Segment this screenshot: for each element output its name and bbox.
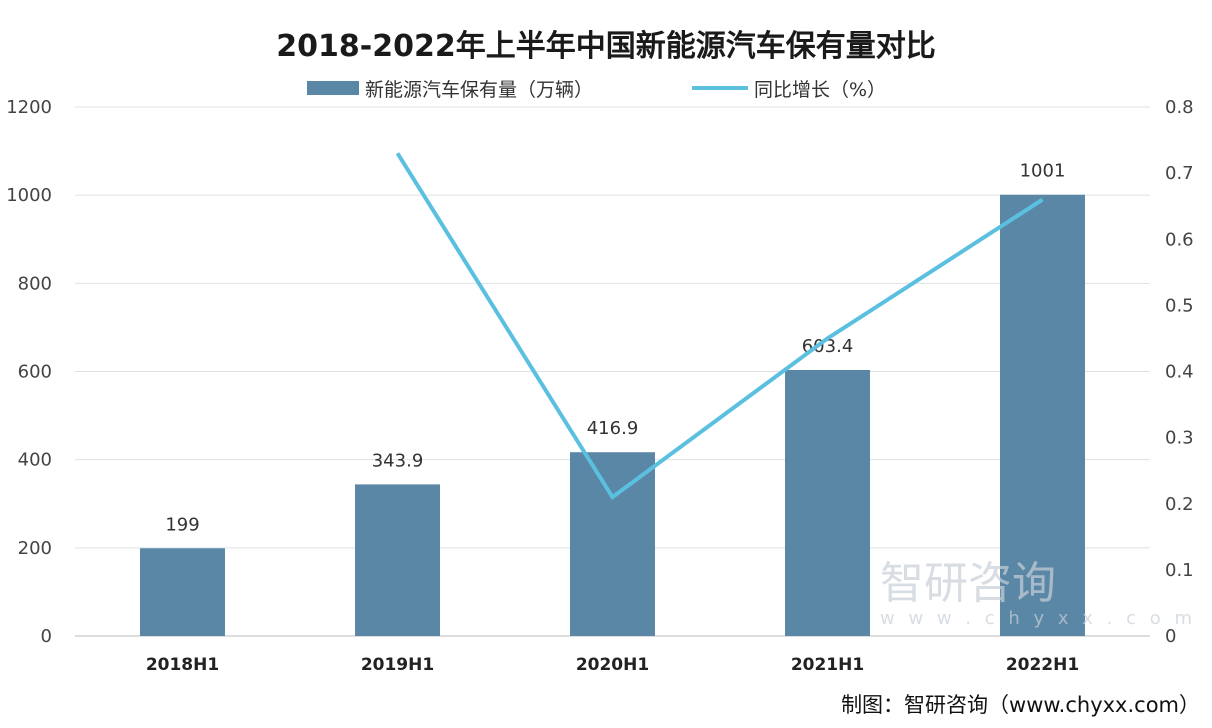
y-left-tick-label: 1000: [6, 185, 52, 206]
x-tick-label: 2022H1: [1006, 655, 1079, 675]
chart-title: 2018-2022年上半年中国新能源汽车保有量对比: [276, 29, 935, 64]
legend-swatch-bar: [307, 81, 359, 95]
y-right-tick-label: 0.7: [1165, 163, 1194, 184]
y-right-tick-label: 0.8: [1165, 97, 1194, 118]
x-tick-label: 2021H1: [791, 655, 864, 675]
y-left-tick-label: 200: [18, 538, 52, 559]
y-left-tick-label: 1200: [6, 97, 52, 118]
bar-data-label: 1001: [1020, 161, 1066, 182]
legend: 新能源汽车保有量（万辆） 同比增长（%）: [307, 79, 886, 101]
bar-2020H1: [570, 452, 655, 636]
footer-source: 制图：智研咨询（www.chyxx.com）: [841, 693, 1200, 717]
y-right-tick-label: 0.4: [1165, 362, 1194, 383]
y-left-tick-label: 600: [18, 362, 52, 383]
bar-data-label: 199: [165, 514, 199, 535]
bar-data-label: 416.9: [587, 418, 639, 439]
bar-2021H1: [785, 370, 870, 636]
watermark-url: w w w . c h y x x . c o m: [880, 608, 1196, 629]
watermark-text: 智研咨询: [880, 558, 1056, 609]
y-left-tick-label: 800: [18, 273, 52, 294]
y-right-tick-label: 0.3: [1165, 428, 1194, 449]
legend-label-bar: 新能源汽车保有量（万辆）: [365, 79, 593, 101]
watermark: 智研咨询 w w w . c h y x x . c o m: [880, 558, 1196, 629]
x-tick-label: 2018H1: [146, 655, 219, 675]
y-right-tick-label: 0.6: [1165, 229, 1194, 250]
y-right-tick-label: 0.1: [1165, 560, 1194, 581]
bar-2022H1: [1000, 194, 1085, 636]
y-left-tick-label: 0: [41, 626, 52, 647]
growth-line: [395, 152, 1044, 501]
bar-2018H1: [140, 548, 225, 636]
bar-2019H1: [355, 484, 440, 636]
y-right-tick-label: 0.5: [1165, 295, 1194, 316]
bar-data-label: 343.9: [372, 450, 424, 471]
legend-label-line: 同比增长（%）: [754, 79, 886, 101]
y-right-tick-label: 0: [1165, 626, 1176, 647]
bar-data-label: 603.4: [802, 336, 854, 357]
x-tick-label: 2019H1: [361, 655, 434, 675]
y-left-tick-label: 400: [18, 450, 52, 471]
x-tick-label: 2020H1: [576, 655, 649, 675]
y-right-tick-label: 0.2: [1165, 494, 1194, 515]
